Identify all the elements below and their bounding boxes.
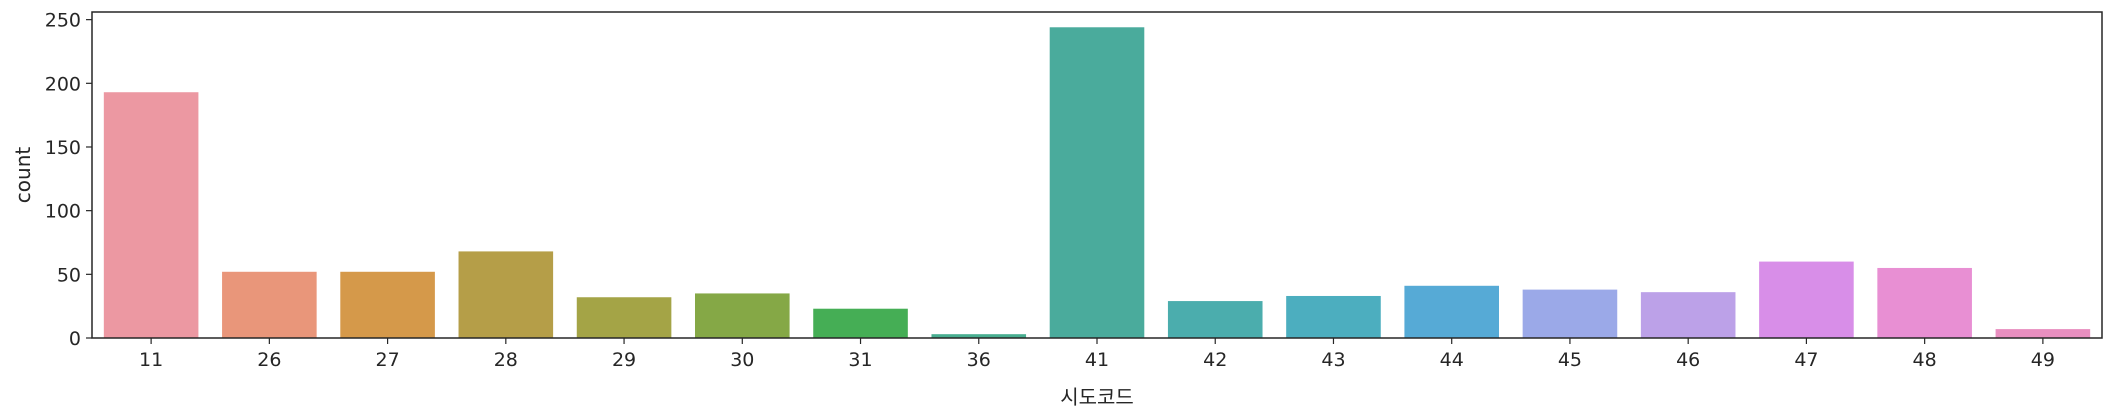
bar-27 — [340, 271, 435, 338]
x-tick-label: 45 — [1558, 349, 1582, 371]
bar-48 — [1877, 267, 1972, 338]
y-tick-label: 250 — [45, 10, 81, 32]
y-tick-label: 200 — [45, 73, 81, 95]
bar-36 — [931, 334, 1027, 338]
x-axis-ticks: 11 26 27 28 29 30 31 36 41 42 43 44 45 46 47 48 49 — [139, 338, 2055, 371]
x-tick-label: 11 — [139, 349, 163, 371]
x-tick-label: 29 — [612, 349, 636, 371]
x-tick-label: 30 — [730, 349, 754, 371]
x-tick-label: 26 — [257, 349, 281, 371]
x-tick-label: 46 — [1676, 349, 1700, 371]
bar-42 — [1167, 301, 1263, 338]
x-tick-label: 42 — [1203, 349, 1227, 371]
bar-29 — [576, 297, 672, 338]
y-tick-label: 50 — [57, 264, 81, 286]
bar-46 — [1640, 292, 1736, 338]
bar-28 — [458, 251, 554, 338]
y-axis-ticks: 0 50 100 150 200 250 — [45, 10, 92, 350]
bar-11 — [103, 92, 199, 338]
x-tick-label: 47 — [1794, 349, 1818, 371]
bars-group — [103, 27, 2091, 338]
bar-43 — [1286, 295, 1381, 338]
x-tick-label: 28 — [494, 349, 518, 371]
y-tick-label: 150 — [45, 137, 81, 159]
bar-31 — [813, 308, 908, 338]
x-tick-label: 43 — [1321, 349, 1345, 371]
bar-41 — [1049, 27, 1145, 338]
bar-47 — [1759, 261, 1854, 338]
x-tick-label: 31 — [848, 349, 872, 371]
bar-26 — [222, 271, 317, 338]
x-tick-label: 48 — [1913, 349, 1937, 371]
plot-frame — [91, 11, 2103, 339]
x-tick-label: 41 — [1085, 349, 1109, 371]
y-tick-label: 0 — [69, 328, 81, 350]
y-tick-label: 100 — [45, 201, 81, 223]
y-axis-label: count — [11, 147, 35, 204]
x-axis-label: 시도코드 — [1060, 385, 1134, 409]
bar-49 — [1995, 329, 2091, 338]
x-tick-label: 49 — [2031, 349, 2055, 371]
x-tick-label: 36 — [967, 349, 991, 371]
x-tick-label: 27 — [375, 349, 399, 371]
bar-30 — [695, 293, 790, 338]
bar-45 — [1522, 289, 1618, 338]
x-tick-label: 44 — [1440, 349, 1464, 371]
bar-44 — [1404, 285, 1499, 338]
